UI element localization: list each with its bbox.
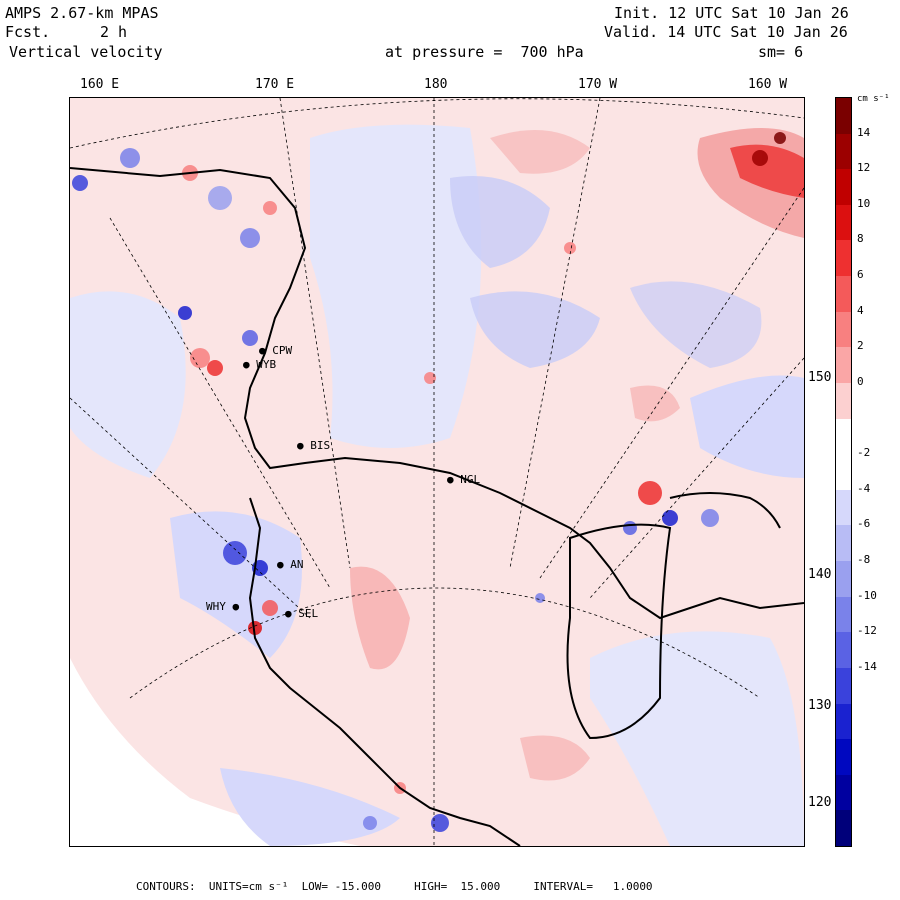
graticule bbox=[70, 98, 804, 846]
lon-label-180: 180 bbox=[424, 77, 448, 92]
colorbar-segment bbox=[836, 810, 851, 847]
valid-time: Valid. 14 UTC Sat 10 Jan 26 bbox=[604, 23, 848, 41]
station-cpw: ● CPW bbox=[259, 344, 293, 357]
colorbar-segment bbox=[836, 454, 851, 491]
station-an: ● AN bbox=[277, 558, 304, 571]
colorbar-tick-label: -14 bbox=[857, 659, 877, 673]
light-blue-region bbox=[70, 291, 186, 478]
colorbar-tick-label: -10 bbox=[857, 588, 877, 602]
map-panel bbox=[69, 97, 805, 847]
colorbar-segment bbox=[836, 561, 851, 598]
station-why: WHY ● bbox=[206, 600, 240, 613]
forecast-hours: 2 h bbox=[100, 23, 128, 41]
colorbar-units: cm s⁻¹ bbox=[857, 94, 890, 104]
pink-region bbox=[520, 735, 590, 781]
colorbar-segment bbox=[836, 596, 851, 633]
colorbar-tick-label: -4 bbox=[857, 481, 871, 495]
colorbar-segment bbox=[836, 632, 851, 669]
colorbar-segment bbox=[836, 98, 851, 135]
colorbar-segment bbox=[836, 311, 851, 348]
blue-region bbox=[220, 768, 400, 846]
pink-region bbox=[490, 130, 590, 174]
colorbar-segment bbox=[836, 276, 851, 313]
pressure-level: at pressure = 700 hPa bbox=[385, 43, 584, 61]
colorbar-segment bbox=[836, 169, 851, 206]
colorbar-segment bbox=[836, 204, 851, 241]
colorbar-tick-label: -8 bbox=[857, 553, 871, 567]
pink-region bbox=[350, 566, 410, 670]
colorbar-segment bbox=[836, 489, 851, 526]
forecast-label: Fcst. bbox=[5, 23, 51, 41]
colorbar-segment bbox=[836, 382, 851, 420]
colorbar-tick-label: 6 bbox=[857, 268, 864, 282]
colorbar-segment bbox=[836, 240, 851, 277]
lon-label-160w: 160 W bbox=[748, 77, 788, 92]
colorbar-segment bbox=[836, 774, 851, 811]
colorbar-segment bbox=[836, 703, 851, 740]
smoothing-value: sm= 6 bbox=[758, 43, 804, 61]
colorbar-tick-label: 4 bbox=[857, 303, 864, 317]
blue-region bbox=[470, 291, 600, 368]
contour-info: CONTOURS: UNITS=cm s⁻¹ LOW= -15.000 HIGH… bbox=[136, 880, 653, 893]
lon-label-160e: 160 E bbox=[80, 77, 120, 92]
convective-cells bbox=[72, 132, 786, 832]
blue-region bbox=[690, 375, 804, 478]
colorbar-segment bbox=[836, 418, 851, 455]
colorbar-tick-label: 14 bbox=[857, 125, 871, 139]
colorbar-tick-label: -12 bbox=[857, 624, 877, 638]
colorbar-segment bbox=[836, 525, 851, 562]
coastline bbox=[70, 167, 804, 846]
vertical-velocity-field bbox=[70, 98, 804, 846]
colorbar-tick-label: 12 bbox=[857, 161, 871, 175]
station-wyb: ● WYB bbox=[243, 358, 277, 371]
colorbar-segment bbox=[836, 133, 851, 170]
colorbar-tick-label: 2 bbox=[857, 339, 864, 353]
field-name: Vertical velocity bbox=[9, 43, 163, 61]
blue-region bbox=[630, 281, 762, 368]
light-blue-region bbox=[310, 124, 482, 449]
lon-label-170w: 170 W bbox=[578, 77, 618, 92]
colorbar-tick-label: 0 bbox=[857, 374, 864, 388]
colorbar-tick-label: -2 bbox=[857, 446, 871, 460]
no-data-area bbox=[70, 658, 360, 846]
colorbar-segment bbox=[836, 739, 851, 776]
colorbar-segment bbox=[836, 347, 851, 384]
pink-region bbox=[630, 385, 680, 422]
blue-region bbox=[450, 176, 550, 268]
station-ngl: ● NGL bbox=[447, 473, 481, 486]
colorbar-tick-label: 10 bbox=[857, 196, 871, 210]
colorbar-tick-label: 8 bbox=[857, 232, 864, 246]
colorbar-segment bbox=[836, 667, 851, 704]
light-blue-region bbox=[170, 511, 302, 658]
model-title: AMPS 2.67-km MPAS bbox=[5, 4, 159, 22]
station-sel: ● SEL bbox=[285, 607, 319, 620]
colorbar bbox=[835, 97, 852, 847]
station-bis: ● BIS bbox=[297, 439, 331, 452]
colorbar-tick-label: -6 bbox=[857, 517, 871, 531]
red-region bbox=[730, 144, 804, 198]
lon-label-170e: 170 E bbox=[255, 77, 295, 92]
init-time: Init. 12 UTC Sat 10 Jan 26 bbox=[614, 4, 849, 22]
light-blue-region bbox=[590, 631, 804, 846]
